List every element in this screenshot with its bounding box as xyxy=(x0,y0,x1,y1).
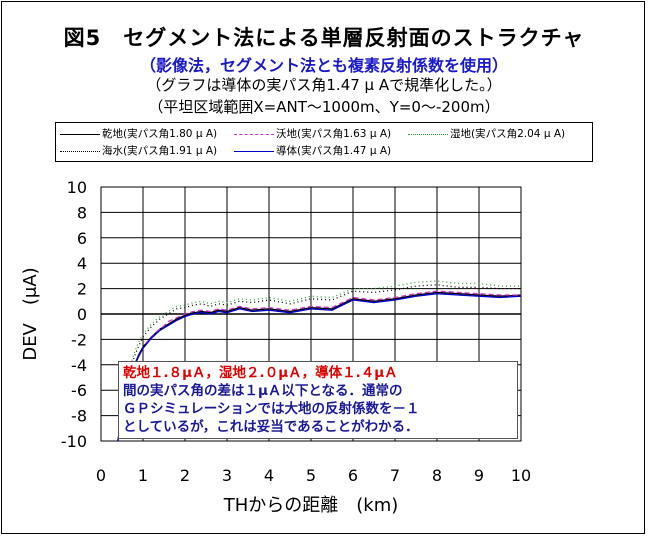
x-tick-label: 4 xyxy=(264,466,274,485)
x-tick-label: 9 xyxy=(474,466,484,485)
legend-item: 湿地(実パス角2.04 μ A) xyxy=(408,128,565,140)
legend: 乾地(実パス角1.80 μ A) 沃地(実パス角1.63 μ A) 湿地(実パス… xyxy=(55,122,593,162)
legend-item: 導体(実パス角1.47 μ A) xyxy=(234,145,391,157)
legend-item: 海水(実パス角1.91 μ A) xyxy=(60,145,217,157)
legend-item: 乾地(実パス角1.80 μ A) xyxy=(60,128,217,140)
chart-title: 図5 セグメント法による単層反射面のストラクチャ xyxy=(63,26,585,50)
y-tick-label: -4 xyxy=(71,356,87,375)
legend-label: 海水(実パス角1.91 μ A) xyxy=(102,145,218,157)
y-tick-label: -8 xyxy=(71,407,87,426)
legend-label: 導体(実パス角1.47 μ A) xyxy=(276,145,392,157)
annotation-box: 乾地１.８μＡ，湿地２.０μＡ，導体１.４μＡ 間の実パス角の差は１μＡ以下とな… xyxy=(118,361,518,439)
y-tick-label: -2 xyxy=(71,330,87,349)
legend-swatch-dashed-magenta xyxy=(234,133,274,135)
y-tick-label: 10 xyxy=(67,178,87,197)
y-tick-label: 4 xyxy=(77,254,87,273)
ticks-group: 0 1 2 3 4 5 6 7 8 9 10 10 8 6 4 2 0 -2 -4 -6 -8 -10 xyxy=(61,178,531,485)
annotation-line: 間の実パス角の差は１μＡ以下となる．通常の xyxy=(123,383,403,399)
y-tick-label: -6 xyxy=(71,381,87,400)
x-tick-label: 2 xyxy=(180,466,190,485)
legend-item: 沃地(実パス角1.63 μ A) xyxy=(234,128,391,140)
x-axis-label: THからの距離 (km) xyxy=(223,495,399,516)
chart-subtitle: （影像法，セグメント法とも複素反射係数を使用） xyxy=(139,56,508,75)
x-tick-label: 10 xyxy=(511,466,531,485)
legend-label: 沃地(実パス角1.63 μ A) xyxy=(276,128,392,140)
chart-note-line2: （平坦区域範囲X=ANT～1000m、Y=0～-200m） xyxy=(148,98,500,116)
legend-label: 乾地(実パス角1.80 μ A) xyxy=(102,128,218,140)
legend-label: 湿地(実パス角2.04 μ A) xyxy=(450,128,566,140)
y-tick-label: -10 xyxy=(61,432,87,451)
x-tick-label: 6 xyxy=(348,466,358,485)
x-tick-label: 0 xyxy=(96,466,106,485)
series-group xyxy=(117,280,522,442)
legend-swatch-solid-blue xyxy=(234,150,274,152)
x-tick-label: 7 xyxy=(390,466,400,485)
legend-swatch-dotted-green xyxy=(408,133,448,135)
legend-swatch-dotted-black xyxy=(60,150,100,152)
series-line-4 xyxy=(117,293,522,442)
x-tick-label: 1 xyxy=(138,466,148,485)
y-axis-label: DEV (μA) xyxy=(20,267,41,360)
x-tick-label: 8 xyxy=(432,466,442,485)
y-tick-label: 8 xyxy=(77,203,87,222)
annotation-line: ＧＰシミュレーションでは大地の反射係数を－１ xyxy=(123,401,420,417)
y-tick-label: 6 xyxy=(77,229,87,248)
y-tick-label: 2 xyxy=(77,280,87,299)
y-tick-label: 0 xyxy=(77,305,87,324)
chart-note-line1: （グラフは導体の実パス角1.47 μ Aで規準化した。） xyxy=(146,76,502,94)
legend-swatch-solid-black xyxy=(60,133,100,135)
annotation-line: としているが，これは妥当であることがわかる． xyxy=(123,419,419,435)
annotation-line: 乾地１.８μＡ，湿地２.０μＡ，導体１.４μＡ xyxy=(123,365,398,381)
x-tick-label: 5 xyxy=(306,466,316,485)
x-tick-label: 3 xyxy=(222,466,232,485)
